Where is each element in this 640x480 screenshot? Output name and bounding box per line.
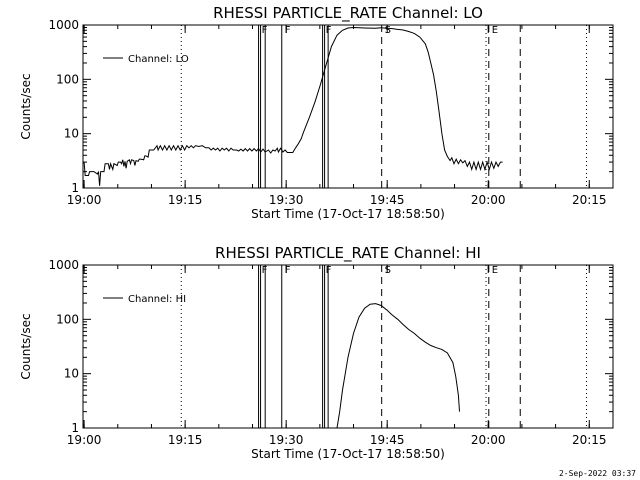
x-tick-label: 19:45 [370,193,405,207]
x-axis-label: Start Time (17-Oct-17 18:58:50) [251,447,445,461]
y-tick-label: 10 [64,127,79,141]
x-tick-label: 20:15 [572,193,607,207]
y-axis-label: Counts/sec [19,73,33,139]
x-tick-label: 19:15 [168,433,203,447]
event-marker-label: S [385,25,391,36]
event-markers [180,265,587,428]
x-axis-label: Start Time (17-Oct-17 18:58:50) [251,207,445,221]
legend-label: Channel: LO [128,54,189,65]
plot-frame [82,264,614,429]
chart-title: RHESSI PARTICLE_RATE Channel: LO [213,4,483,23]
y-tick-label: 100 [56,312,79,326]
y-tick-label: 1 [71,421,79,435]
series-line [336,303,460,428]
event-marker-label: E [492,265,498,276]
footer-timestamp: 2-Sep-2022 03:37 [559,469,636,478]
event-markers [180,25,587,188]
chart-title: RHESSI PARTICLE_RATE Channel: HI [215,244,481,263]
chart-panel-1: RHESSI PARTICLE_RATE Channel: LO 1 10 100 10… [19,4,614,221]
event-marker-label: F [285,25,291,36]
x-tick-label: 19:30 [269,433,304,447]
x-tick-label: 19:00 [67,433,102,447]
x-tick-label: 20:00 [471,433,506,447]
chart-panel-2: RHESSI PARTICLE_RATE Channel: HI 1 10 100 10… [19,244,614,461]
x-tick-label: 20:15 [572,433,607,447]
event-marker-label: F [326,25,332,36]
y-tick-label: 1000 [48,18,79,32]
y-tick-label: 1 [71,181,79,195]
event-marker-label: E [492,25,498,36]
series-line [83,26,503,186]
y-tick-label: 10 [64,367,79,381]
y-tick-label: 100 [56,72,79,86]
event-marker-label: F [262,25,268,36]
y-tick-label: 1000 [48,258,79,272]
legend-label: Channel: HI [128,294,186,305]
x-tick-label: 20:00 [471,193,506,207]
event-marker-label: F [326,265,332,276]
plot-frame [82,24,614,189]
x-tick-label: 19:00 [67,193,102,207]
x-tick-label: 19:45 [370,433,405,447]
event-marker-label: F [285,265,291,276]
event-marker-label: S [385,265,391,276]
y-axis-label: Counts/sec [19,313,33,379]
x-tick-label: 19:15 [168,193,203,207]
x-tick-label: 19:30 [269,193,304,207]
event-marker-label: F [262,265,268,276]
